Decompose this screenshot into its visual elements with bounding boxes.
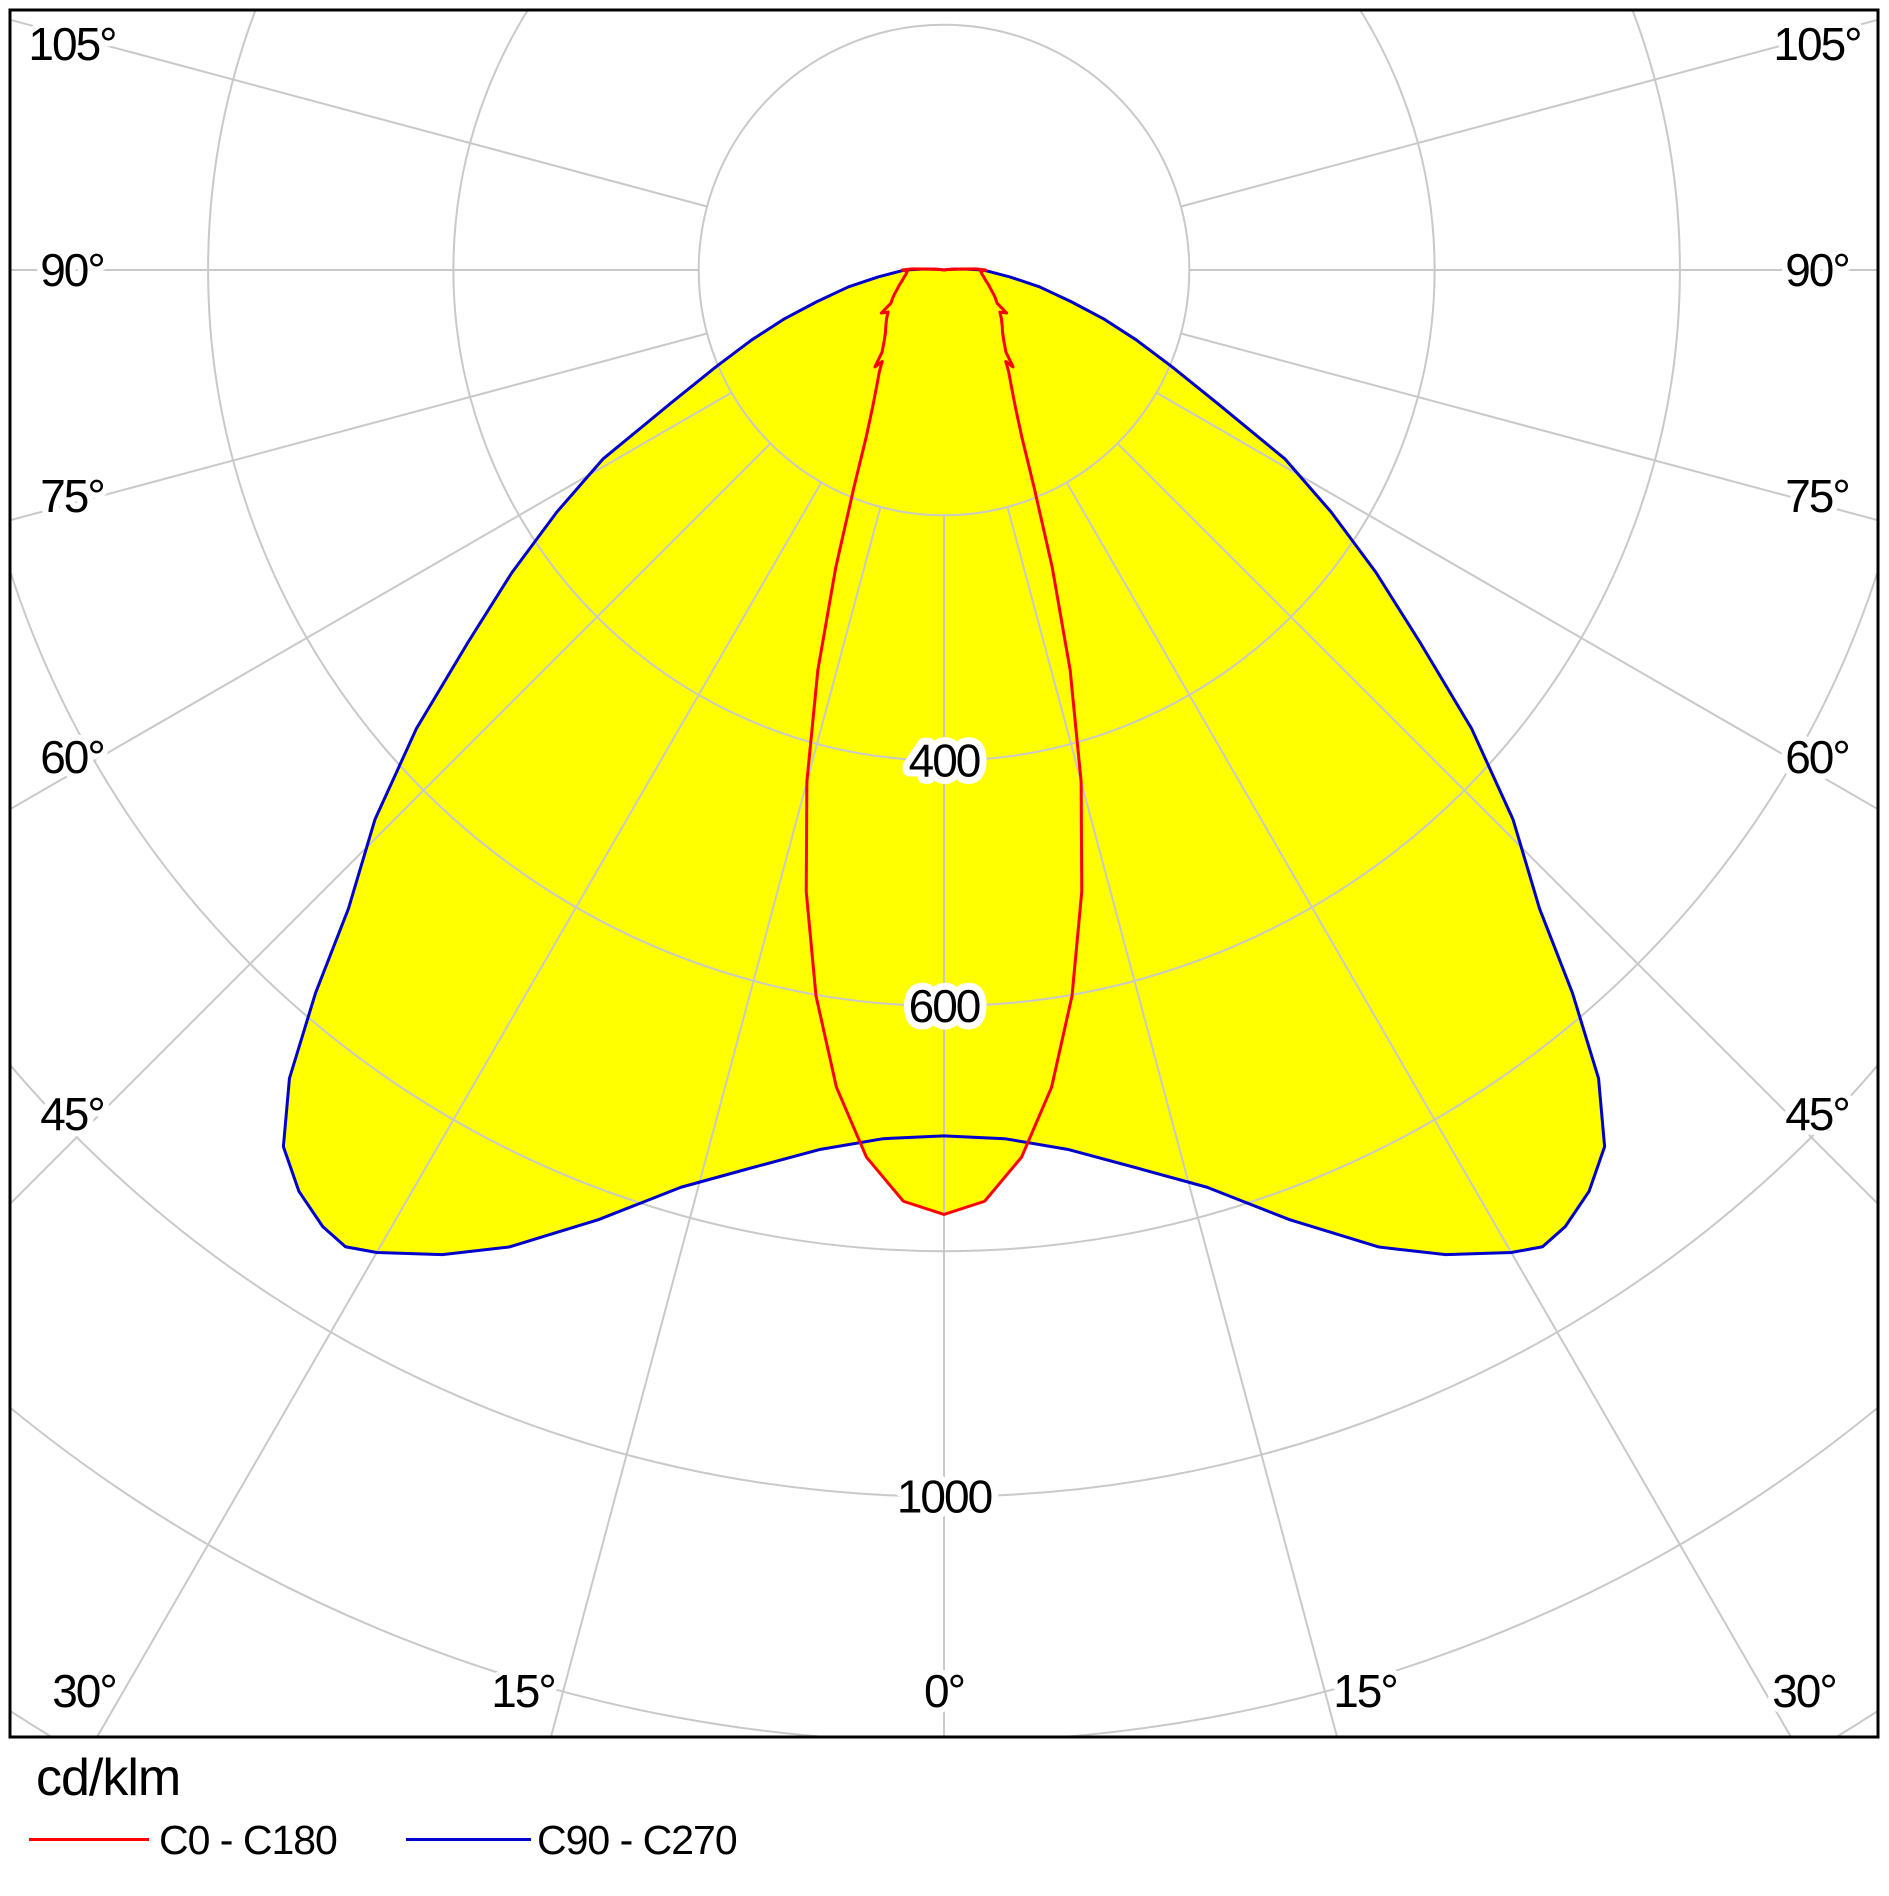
svg-text:15°: 15° bbox=[491, 1665, 555, 1717]
svg-text:30°: 30° bbox=[52, 1665, 116, 1717]
svg-text:600: 600 bbox=[909, 980, 980, 1032]
legend-units-label: cd/klm bbox=[36, 1749, 181, 1807]
svg-text:75°: 75° bbox=[40, 470, 104, 522]
svg-text:0°: 0° bbox=[924, 1665, 964, 1717]
svg-text:30°: 30° bbox=[1772, 1665, 1836, 1717]
legend-label-c0-c180: C0 - C180 bbox=[159, 1817, 338, 1863]
svg-text:75°: 75° bbox=[1785, 470, 1849, 522]
svg-text:105°: 105° bbox=[28, 18, 115, 70]
svg-text:90°: 90° bbox=[40, 244, 104, 296]
legend-label-c90-c270: C90 - C270 bbox=[537, 1817, 738, 1863]
svg-text:105°: 105° bbox=[1773, 18, 1860, 70]
svg-text:15°: 15° bbox=[1333, 1665, 1397, 1717]
svg-text:1000: 1000 bbox=[897, 1471, 992, 1523]
svg-text:60°: 60° bbox=[1785, 731, 1849, 783]
svg-text:45°: 45° bbox=[40, 1088, 104, 1140]
svg-text:90°: 90° bbox=[1785, 244, 1849, 296]
svg-text:45°: 45° bbox=[1785, 1088, 1849, 1140]
svg-text:60°: 60° bbox=[40, 731, 104, 783]
legend-swatch-c90-c270 bbox=[406, 1838, 531, 1841]
svg-text:400: 400 bbox=[909, 735, 980, 787]
legend-swatch-c0-c180 bbox=[29, 1838, 149, 1841]
